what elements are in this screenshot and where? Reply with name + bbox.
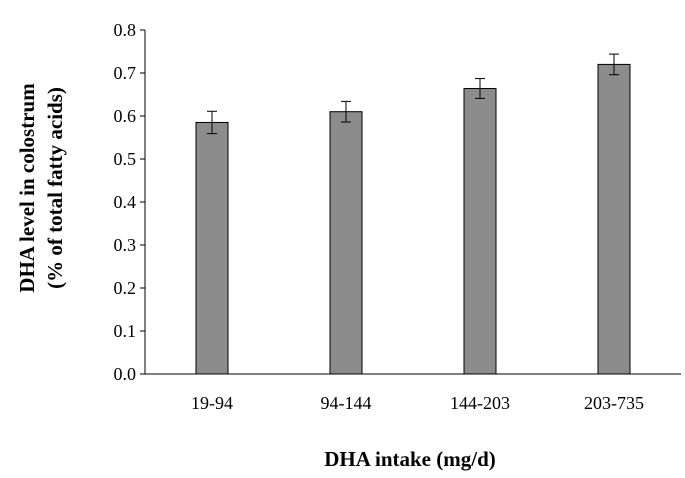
y-tick-label: 0.1 <box>114 321 137 341</box>
y-tick-label: 0.8 <box>114 20 137 40</box>
y-axis-title-line-2: (% of total fatty acids) <box>43 87 67 289</box>
y-axis-title-line-1: DHA level in colostrum <box>15 83 39 293</box>
x-tick-label: 94-144 <box>321 393 372 413</box>
y-tick-label: 0.5 <box>114 149 137 169</box>
x-axis-title: DHA intake (mg/d) <box>324 447 496 471</box>
y-tick-label: 0.4 <box>114 192 137 212</box>
y-tick-label: 0.0 <box>114 364 137 384</box>
y-tick-label: 0.6 <box>114 106 137 126</box>
x-tick-label: 19-94 <box>191 393 233 413</box>
x-tick-label: 144-203 <box>450 393 510 413</box>
x-tick-label: 203-735 <box>584 393 644 413</box>
y-axis: 0.0 0.1 0.2 0.3 0.4 0.5 0.6 0.7 0.8 <box>114 20 146 384</box>
bars <box>195 53 631 375</box>
y-tick-label: 0.7 <box>114 63 137 83</box>
bar <box>195 121 229 375</box>
bar <box>463 87 497 375</box>
y-tick-label: 0.2 <box>114 278 137 298</box>
bar <box>329 111 363 375</box>
x-axis: 19-94 94-144 144-203 203-735 <box>145 373 681 413</box>
y-tick-label: 0.3 <box>114 235 137 255</box>
bar <box>597 63 631 375</box>
